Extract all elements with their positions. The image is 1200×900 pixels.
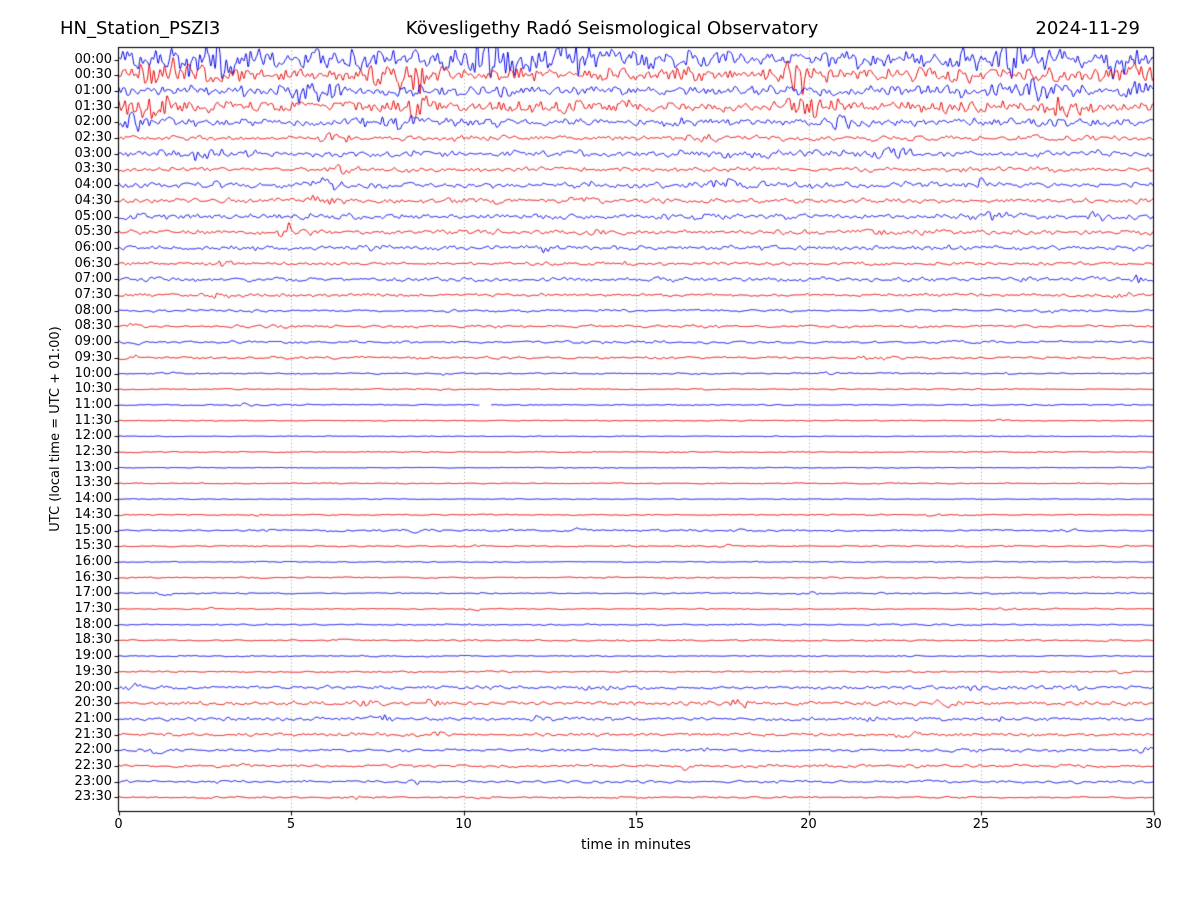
y-tick-label: 18:00 xyxy=(74,616,112,632)
y-tick-label: 17:00 xyxy=(74,585,112,601)
y-tick-label: 10:00 xyxy=(74,365,112,381)
y-tick-label: 00:00 xyxy=(74,51,112,67)
y-axis-label: UTC (local time = UTC + 01:00) xyxy=(48,326,63,532)
y-tick-label: 03:30 xyxy=(74,161,112,177)
y-tick-label: 15:00 xyxy=(74,522,112,538)
y-tick-label: 06:30 xyxy=(74,255,112,271)
y-tick-label: 20:00 xyxy=(74,679,112,695)
y-tick-label: 16:30 xyxy=(74,569,112,585)
y-tick-label: 00:30 xyxy=(74,67,112,83)
y-tick-label: 10:30 xyxy=(74,381,112,397)
y-tick-label: 12:00 xyxy=(74,428,112,444)
x-tick-label: 30 xyxy=(1145,817,1162,832)
y-tick-label: 11:30 xyxy=(74,412,112,428)
y-tick-label: 02:00 xyxy=(74,114,112,130)
x-tick-label: 5 xyxy=(286,817,296,832)
y-tick-label: 05:00 xyxy=(74,208,112,224)
x-tick-label: 10 xyxy=(455,817,472,832)
x-tick-label: 0 xyxy=(114,817,123,832)
y-tick-label: 23:00 xyxy=(74,773,112,789)
observatory-title: Kövesligethy Radó Seismological Observat… xyxy=(405,18,819,39)
y-tick-label: 22:00 xyxy=(74,742,112,758)
y-tick-label: 09:00 xyxy=(74,334,112,350)
x-axis-label: time in minutes xyxy=(581,837,691,853)
y-tick-label: 08:00 xyxy=(74,302,112,318)
y-tick-label: 01:30 xyxy=(74,98,112,114)
y-tick-label: 04:00 xyxy=(74,177,112,193)
y-tick-label: 15:30 xyxy=(74,538,112,554)
x-tick-label: 25 xyxy=(972,817,990,832)
y-tick-label: 08:30 xyxy=(74,318,112,334)
y-tick-label: 19:30 xyxy=(74,663,112,679)
y-tick-label: 09:30 xyxy=(74,349,112,365)
y-tick-label: 21:00 xyxy=(74,710,112,726)
x-tick-label: 20 xyxy=(800,817,817,832)
y-tick-label: 20:30 xyxy=(74,695,112,711)
y-tick-label: 16:00 xyxy=(74,553,112,569)
y-tick-label: 06:00 xyxy=(74,239,112,255)
y-tick-label: 01:00 xyxy=(74,82,112,98)
y-tick-label: 17:30 xyxy=(74,601,112,616)
y-tick-label: 22:30 xyxy=(74,758,112,773)
date-label: 2024-11-29 xyxy=(1035,18,1140,39)
y-tick-label: 04:30 xyxy=(74,192,112,208)
y-tick-label: 03:00 xyxy=(74,145,112,161)
y-tick-label: 13:00 xyxy=(74,459,112,475)
y-tick-label: 12:30 xyxy=(74,444,112,459)
y-tick-label: 13:30 xyxy=(74,475,112,491)
y-tick-label: 21:30 xyxy=(74,726,112,742)
y-tick-label: 14:30 xyxy=(74,506,112,522)
y-tick-label: 02:30 xyxy=(74,130,112,145)
y-tick-label: 05:30 xyxy=(74,224,112,240)
y-tick-label: 07:00 xyxy=(74,271,112,287)
y-tick-label: 19:00 xyxy=(74,648,112,664)
y-tick-label: 18:30 xyxy=(74,632,112,648)
station-title: HN_Station_PSZI3 xyxy=(60,18,221,39)
y-tick-label: 07:30 xyxy=(74,287,112,302)
x-tick-label: 15 xyxy=(627,817,645,832)
y-tick-label: 23:30 xyxy=(74,789,112,805)
y-tick-label: 14:00 xyxy=(74,491,112,507)
y-tick-label: 11:00 xyxy=(74,396,112,412)
